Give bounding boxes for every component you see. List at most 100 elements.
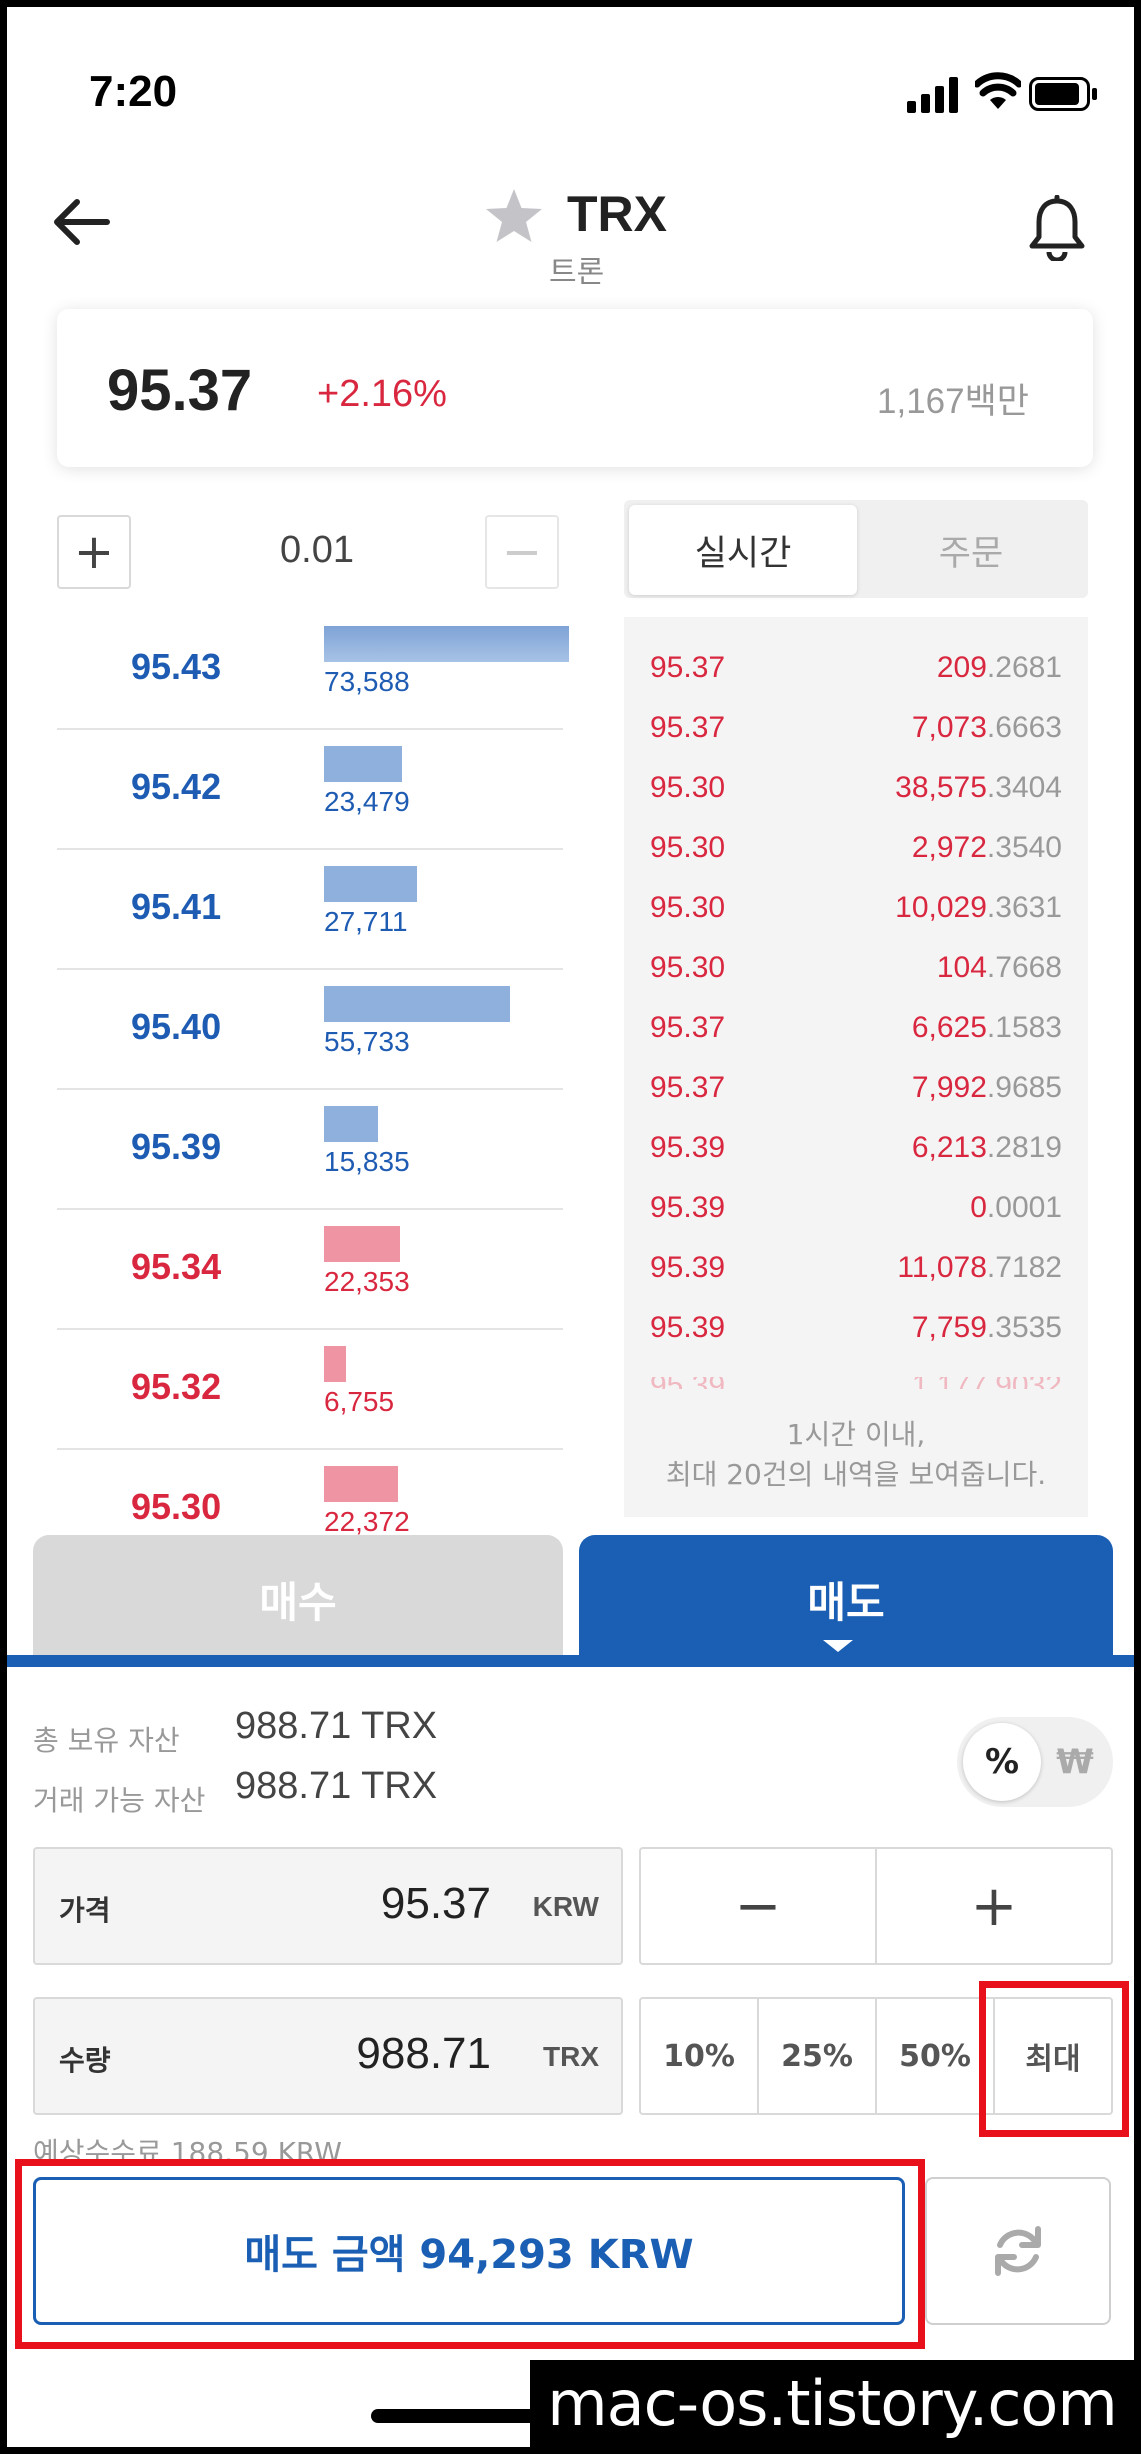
- trade-qty-dec: .0001: [986, 1191, 1062, 1224]
- won-toggle[interactable]: ₩: [1056, 1742, 1094, 1782]
- trade-qty-int: 6,213: [911, 1131, 987, 1164]
- available-holdings-label: 거래 가능 자산: [33, 1784, 206, 1817]
- orderbook-price: 95.41: [131, 886, 222, 927]
- trade-qty-int: 38,575: [895, 771, 987, 804]
- trade-qty-dec: .3631: [986, 891, 1062, 924]
- trade-price: 95.37: [650, 1011, 726, 1044]
- trade-qty: 6,213.2819: [912, 1131, 1062, 1165]
- trade-qty-dec: .6663: [986, 711, 1062, 744]
- sell-tab-caret: [823, 1640, 853, 1652]
- orderbook-volume-bar: [324, 986, 510, 1022]
- orderbook-qty: 55,733: [324, 1026, 410, 1057]
- price-change: +2.16%: [317, 373, 447, 415]
- ratio-divider: [757, 1999, 759, 2113]
- orderbook-price: 95.32: [131, 1366, 222, 1407]
- orderbook-qty: 73,588: [324, 666, 410, 697]
- orderbook-volume-bar: [324, 1466, 398, 1502]
- trade-qty-dec: .7182: [986, 1251, 1062, 1284]
- price-increase-button[interactable]: +: [970, 1873, 1018, 1939]
- quantity-label: 수량: [59, 2044, 111, 2077]
- trade-row: 95.39 6,213.2819: [650, 1131, 1062, 1171]
- orderbook-row[interactable]: 95.40 55,733: [57, 970, 563, 1090]
- trade-price: 95.39: [650, 1191, 726, 1224]
- trade-price: 95.37: [650, 1071, 726, 1104]
- orderbook-volume-bar: [324, 626, 569, 662]
- orderbook-price: 95.42: [131, 766, 222, 807]
- orderbook-price: 95.39: [131, 1126, 222, 1167]
- trade-row: 95.37 209.2681: [650, 651, 1062, 691]
- price-decrease-button[interactable]: −: [734, 1873, 782, 1939]
- bell-icon[interactable]: [1027, 195, 1087, 261]
- orderbook-row[interactable]: 95.39 15,835: [57, 1090, 563, 1210]
- ratio-max-button[interactable]: 최대: [1025, 2042, 1081, 2077]
- available-holdings-value: 988.71 TRX: [235, 1765, 438, 1807]
- orderbook-volume-bar: [324, 1106, 378, 1142]
- trade-price: 95.39: [650, 1251, 726, 1284]
- orderbook-row[interactable]: 95.42 23,479: [57, 730, 563, 850]
- orderbook-row[interactable]: 95.30 22,372: [57, 1450, 563, 1542]
- trade-qty-int: 0: [970, 1191, 987, 1224]
- price-unit: KRW: [532, 1891, 599, 1922]
- quantity-input[interactable]: 수량 988.71 TRX: [33, 1997, 623, 2115]
- reset-button[interactable]: [925, 2177, 1111, 2325]
- trade-row: 95.37 6,625.1583: [650, 1011, 1062, 1051]
- trade-price: 95.30: [650, 891, 726, 924]
- watermark: mac-os.tistory.com: [530, 2360, 1134, 2447]
- tab-realtime[interactable]: 실시간: [629, 505, 857, 595]
- trade-price: 95.39: [650, 1131, 726, 1164]
- trade-qty-dec: .1583: [986, 1011, 1062, 1044]
- trade-row: 95.30 2,972.3540: [650, 831, 1062, 871]
- percent-toggle[interactable]: %: [963, 1723, 1041, 1801]
- orderbook-price: 95.34: [131, 1246, 222, 1287]
- trade-qty-dec: .3535: [986, 1311, 1062, 1344]
- orderbook-qty: 23,479: [324, 786, 410, 817]
- trade-qty: 11,078.7182: [897, 1251, 1062, 1285]
- price-label: 가격: [59, 1894, 111, 1927]
- app-screen: 7:20 TRX 트론 95.37 +2.16% 1,167백만 + 0.01 …: [7, 7, 1134, 2447]
- trade-qty-dec: .7668: [986, 951, 1062, 984]
- orderbook-volume-bar: [324, 866, 417, 902]
- trade-price: 95.37: [650, 711, 726, 744]
- unit-toggle[interactable]: % ₩: [957, 1717, 1113, 1807]
- tick-minus-button[interactable]: −: [485, 515, 559, 589]
- trade-qty-int: 6,625: [911, 1011, 987, 1044]
- tick-plus-button[interactable]: +: [57, 515, 131, 589]
- trade-qty: 6,625.1583: [912, 1011, 1062, 1045]
- orderbook-row[interactable]: 95.34 22,353: [57, 1210, 563, 1330]
- trade-qty-int: 7,992: [911, 1071, 987, 1104]
- trades-fade: 95.39 1,177.9032: [624, 1377, 1088, 1389]
- trade-volume: 1,167백만: [877, 382, 1029, 421]
- trade-price: 95.37: [650, 651, 726, 684]
- orderbook-row[interactable]: 95.32 6,755: [57, 1330, 563, 1450]
- ratio-25-button[interactable]: 25%: [781, 2038, 853, 2074]
- sell-button-highlight: [15, 2159, 925, 2349]
- ratio-50-button[interactable]: 50%: [899, 2038, 971, 2074]
- trade-row: 95.37 7,073.6663: [650, 711, 1062, 751]
- coin-name: 트론: [549, 255, 605, 290]
- trade-qty-dec: .9685: [986, 1071, 1062, 1104]
- trade-qty-int: 10,029: [895, 891, 987, 924]
- buy-tab[interactable]: 매수: [33, 1535, 563, 1663]
- trade-row: 95.39 11,078.7182: [650, 1251, 1062, 1291]
- total-holdings-label: 총 보유 자산: [33, 1724, 180, 1757]
- back-arrow-icon[interactable]: [47, 192, 115, 252]
- orderbook-row[interactable]: 95.41 27,711: [57, 850, 563, 970]
- tab-underline: [7, 1655, 1134, 1667]
- trade-row: 95.37 7,992.9685: [650, 1071, 1062, 1111]
- orderbook-qty: 27,711: [324, 906, 408, 937]
- trade-qty: 104.7668: [937, 951, 1062, 985]
- favorite-star-icon[interactable]: [485, 187, 543, 243]
- trade-qty-int: 11,078: [897, 1251, 987, 1284]
- trade-qty: 0.0001: [970, 1191, 1062, 1225]
- orderbook-price: 95.43: [131, 646, 222, 687]
- orderbook-row[interactable]: 95.43 73,588: [57, 610, 569, 730]
- sell-submit-button[interactable]: 매도 금액 94,293 KRW: [33, 2177, 905, 2325]
- trade-qty: 209.2681: [937, 651, 1062, 685]
- price-input[interactable]: 가격 95.37 KRW: [33, 1847, 623, 1965]
- tab-orders[interactable]: 주문: [938, 533, 1004, 574]
- max-button-highlight: [979, 1981, 1129, 2137]
- trade-qty: 7,759.3535: [912, 1311, 1062, 1345]
- trade-qty-int: 209: [936, 651, 987, 684]
- ratio-10-button[interactable]: 10%: [663, 2038, 735, 2074]
- trade-price: 95.30: [650, 831, 726, 864]
